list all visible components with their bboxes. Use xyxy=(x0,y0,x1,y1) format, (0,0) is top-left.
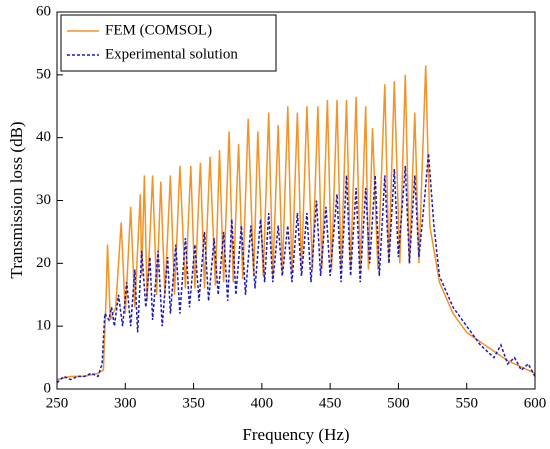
y-tick-label: 20 xyxy=(36,255,51,271)
plot-frame xyxy=(56,11,536,390)
y-tick-label: 10 xyxy=(36,318,51,334)
x-axis-title: Frequency (Hz) xyxy=(242,425,349,444)
x-tick-label: 450 xyxy=(319,395,342,411)
y-axis-title: Transmission loss (dB) xyxy=(7,121,26,278)
legend-label: FEM (COMSOL) xyxy=(105,22,212,38)
y-tick-label: 50 xyxy=(36,66,51,82)
x-tick-label: 600 xyxy=(524,395,547,411)
y-tick-label: 30 xyxy=(36,192,51,208)
y-tick-label: 0 xyxy=(44,380,52,396)
y-tick-label: 60 xyxy=(36,3,51,19)
legend-label: Experimental solution xyxy=(105,46,238,62)
x-tick-label: 500 xyxy=(387,395,410,411)
series-line xyxy=(56,65,536,381)
y-tick-label: 40 xyxy=(36,129,51,145)
series-line xyxy=(56,153,536,384)
x-tick-label: 400 xyxy=(251,395,274,411)
x-tick-label: 250 xyxy=(46,395,69,411)
x-tick-label: 350 xyxy=(182,395,205,411)
x-tick-label: 550 xyxy=(455,395,478,411)
x-tick-label: 300 xyxy=(114,395,137,411)
legend-box xyxy=(60,14,277,72)
